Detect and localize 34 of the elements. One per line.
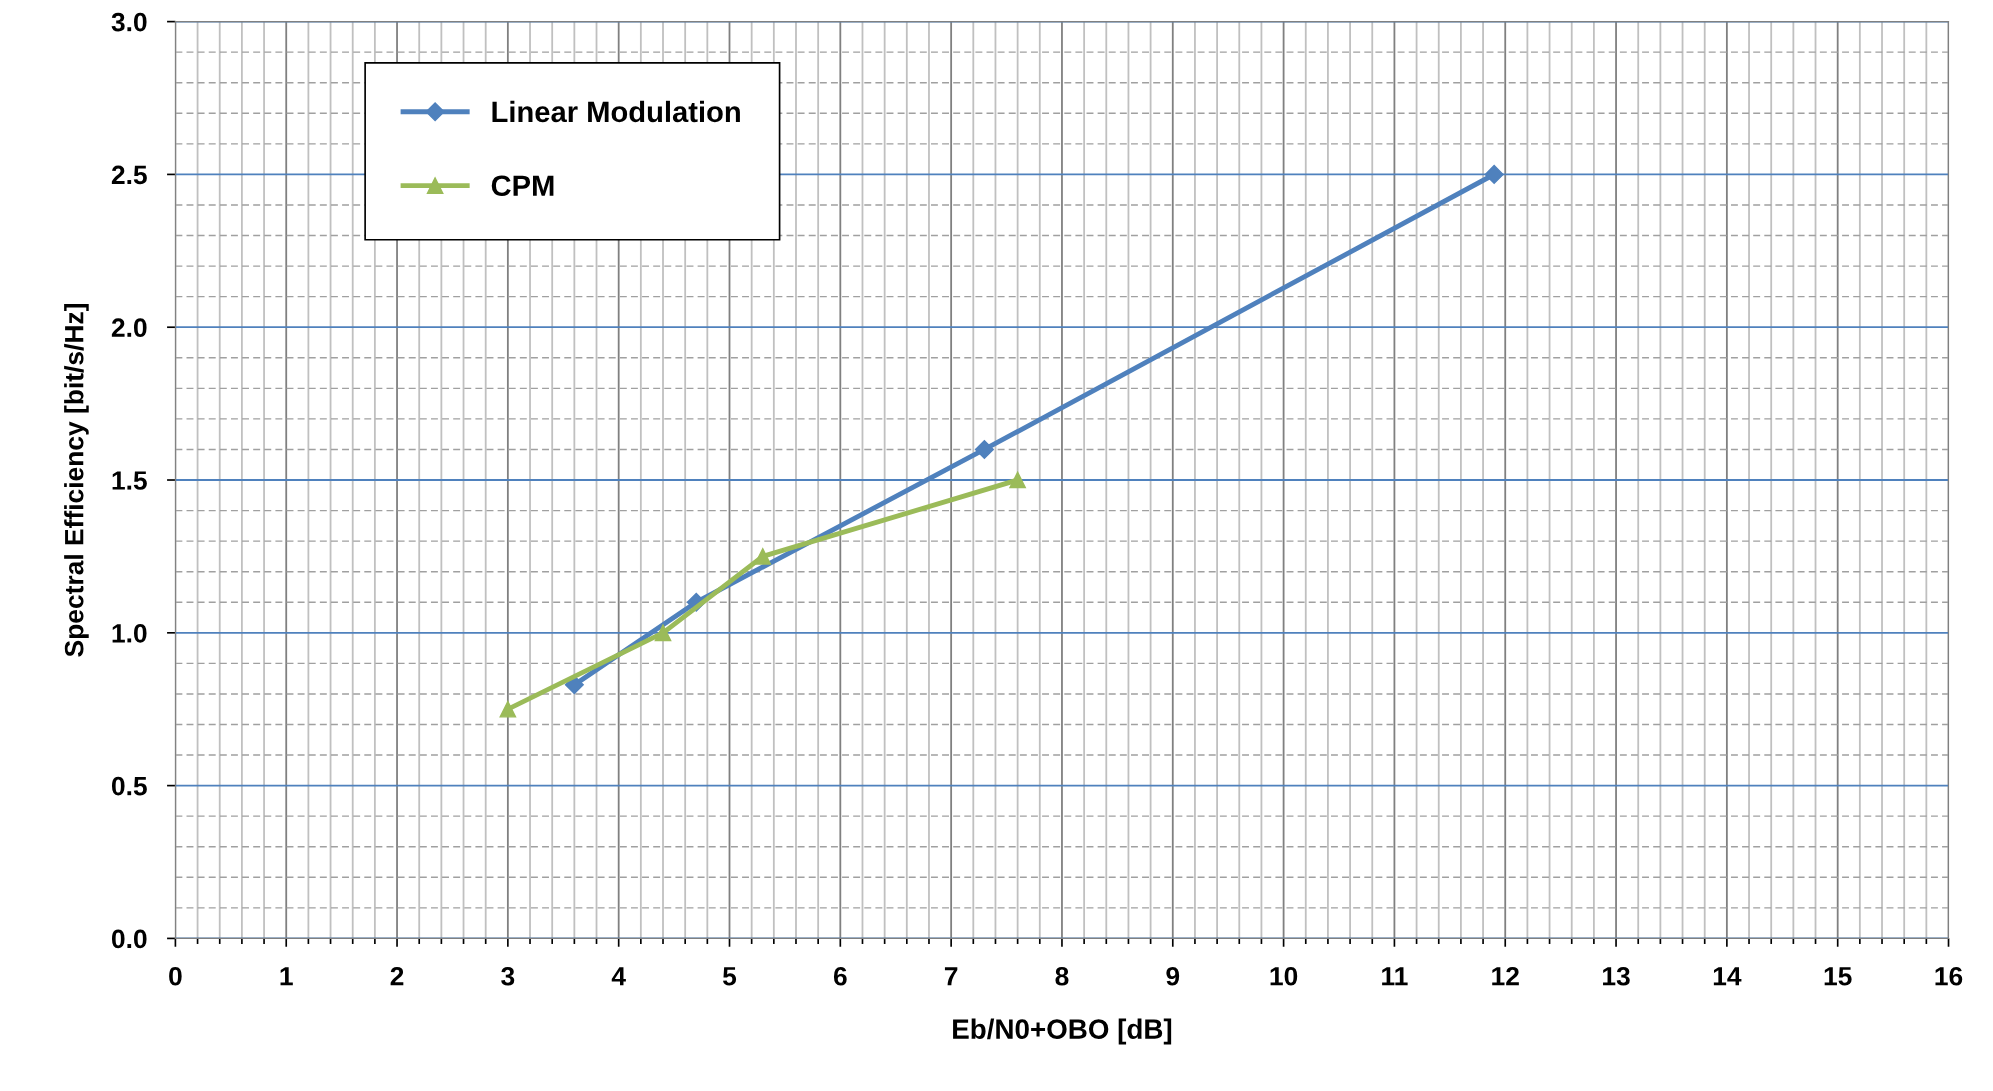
x-tick-label: 2 (390, 966, 404, 986)
point (1009, 471, 1026, 489)
y-tick-label: 0.0 (111, 929, 147, 949)
y-tick-label: 2.0 (111, 318, 147, 338)
x-tick-label: 15 (1824, 967, 1852, 986)
x-tick-label: 5 (722, 967, 737, 986)
y-tick-label: 1.0 (112, 623, 147, 643)
x-tick-label: 8 (1055, 966, 1069, 986)
x-tick-label: 16 (1935, 966, 1963, 986)
x-tick-label: 4 (611, 967, 626, 986)
legend-label: CPM (491, 175, 554, 197)
point (499, 700, 517, 718)
point (654, 624, 672, 642)
x-tick-label: 6 (833, 966, 847, 986)
point (754, 548, 772, 565)
x-tick-label: 11 (1382, 967, 1408, 986)
x-tick-label: 10 (1270, 966, 1298, 986)
y-axis-title: Spectral Efficiency [bit/s/Hz] (64, 304, 89, 657)
x-tick-label: 3 (501, 966, 515, 986)
point (974, 439, 994, 459)
x-axis-title: Eb/N0+OBO [dB] (953, 1018, 1172, 1045)
y-tick-label: 0.5 (111, 776, 147, 796)
x-tick-label: 13 (1603, 966, 1630, 986)
x-tick-label: 9 (1166, 966, 1180, 986)
legend-label: Linear Modulation (492, 100, 740, 123)
y-tick-label: 1.5 (112, 471, 147, 490)
x-tick-label: 12 (1492, 966, 1519, 986)
x-tick-label: 1 (280, 967, 293, 986)
x-tick-label: 0 (169, 966, 182, 986)
x-tick-label: 7 (944, 967, 958, 986)
y-tick-label: 2.5 (111, 165, 147, 185)
point (1484, 164, 1504, 184)
x-tick-label: 14 (1713, 967, 1742, 986)
y-tick-label: 3.0 (111, 12, 147, 32)
